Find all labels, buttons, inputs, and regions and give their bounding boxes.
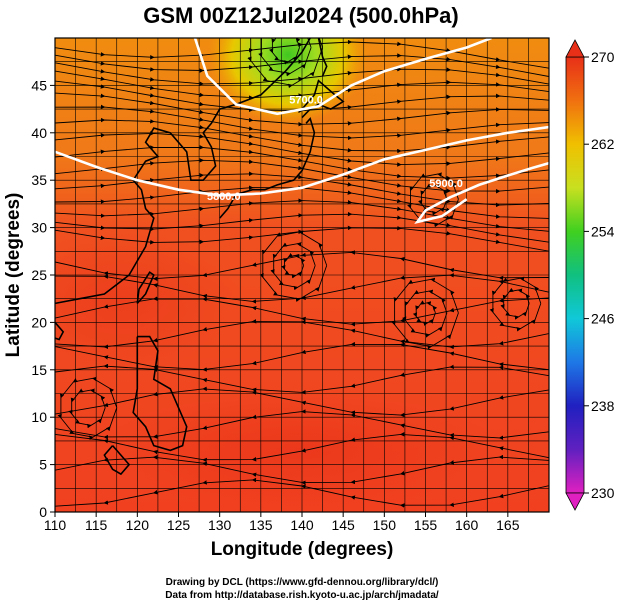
colorbar-label: 270 (591, 49, 615, 65)
contour-label: 5800.0 (207, 191, 241, 203)
x-tick-label: 135 (249, 517, 273, 533)
y-tick-label: 0 (39, 504, 47, 520)
coastline-segment (136, 271, 155, 304)
y-tick-label: 15 (31, 362, 47, 378)
plot-area: 5800.0 5700.0 5900.0 (55, 38, 549, 512)
streamline (500, 287, 531, 320)
coastline-segment (219, 116, 316, 219)
x-tick-label: 115 (85, 517, 108, 533)
colorbar-label: 238 (591, 398, 615, 414)
x-tick-label: 155 (414, 517, 438, 533)
colorbar-labels: 230 238 246 254 262 270 (584, 49, 615, 501)
y-tick-label: 10 (31, 409, 47, 425)
contour-line (55, 125, 549, 197)
streamline (258, 38, 312, 77)
x-tick-label: 165 (496, 517, 520, 533)
y-axis-label: Latitude (degrees) (3, 193, 24, 358)
x-tick-label: 130 (208, 517, 232, 533)
y-tick-label: 25 (31, 267, 47, 283)
contour-line (193, 38, 492, 116)
y-tick-label: 45 (31, 77, 47, 93)
coastline-segment (55, 321, 65, 341)
streamline (407, 172, 459, 228)
coastline-segment (132, 335, 188, 452)
graticule (55, 38, 549, 512)
contour-line (414, 161, 549, 224)
y-axis: 0 5 10 15 20 25 30 35 40 45 (31, 77, 55, 520)
contour-label: 5900.0 (429, 178, 463, 190)
colorbar-label: 262 (591, 136, 615, 152)
streamline (57, 376, 118, 440)
x-tick-label: 140 (290, 517, 314, 533)
x-axis: 110 115 120 125 130 135 140 145 150 155 160 165 (44, 512, 520, 533)
footer-credit-line1: Drawing by DCL (https://www.gfd-dennou.o… (166, 577, 439, 588)
x-tick-label: 110 (44, 517, 67, 533)
x-tick-label: 150 (373, 517, 397, 533)
x-axis-label: Longitude (degrees) (211, 539, 394, 560)
y-tick-label: 20 (31, 314, 47, 330)
colorbar-label: 246 (591, 311, 615, 327)
x-tick-label: 125 (167, 517, 191, 533)
y-tick-label: 5 (39, 457, 47, 473)
colorbar-ramp (565, 56, 585, 494)
contour-label: 5700.0 (289, 94, 323, 106)
colorbar-max-arrow (565, 39, 585, 58)
chart-title: GSM 00Z12Jul2024 (500.0hPa) (143, 3, 459, 28)
height-contours: 5800.0 5700.0 5900.0 (55, 38, 549, 224)
streamline (247, 38, 324, 89)
colorbar: 230 238 246 254 262 270 (565, 39, 615, 511)
coastline-segment (103, 445, 131, 476)
colorbar-label: 230 (591, 485, 615, 501)
streamline (418, 183, 448, 216)
colorbar-min-arrow (565, 492, 585, 511)
x-tick-label: 145 (331, 517, 355, 533)
y-tick-label: 35 (31, 172, 47, 188)
x-tick-label: 160 (455, 517, 479, 533)
footer-credit-line2: Data from http://database.rish.kyoto-u.a… (165, 590, 439, 601)
x-tick-label: 120 (126, 517, 150, 533)
streamline (269, 38, 301, 65)
colorbar-label: 254 (591, 223, 615, 239)
y-tick-label: 40 (31, 125, 47, 141)
y-tick-label: 30 (31, 220, 47, 236)
